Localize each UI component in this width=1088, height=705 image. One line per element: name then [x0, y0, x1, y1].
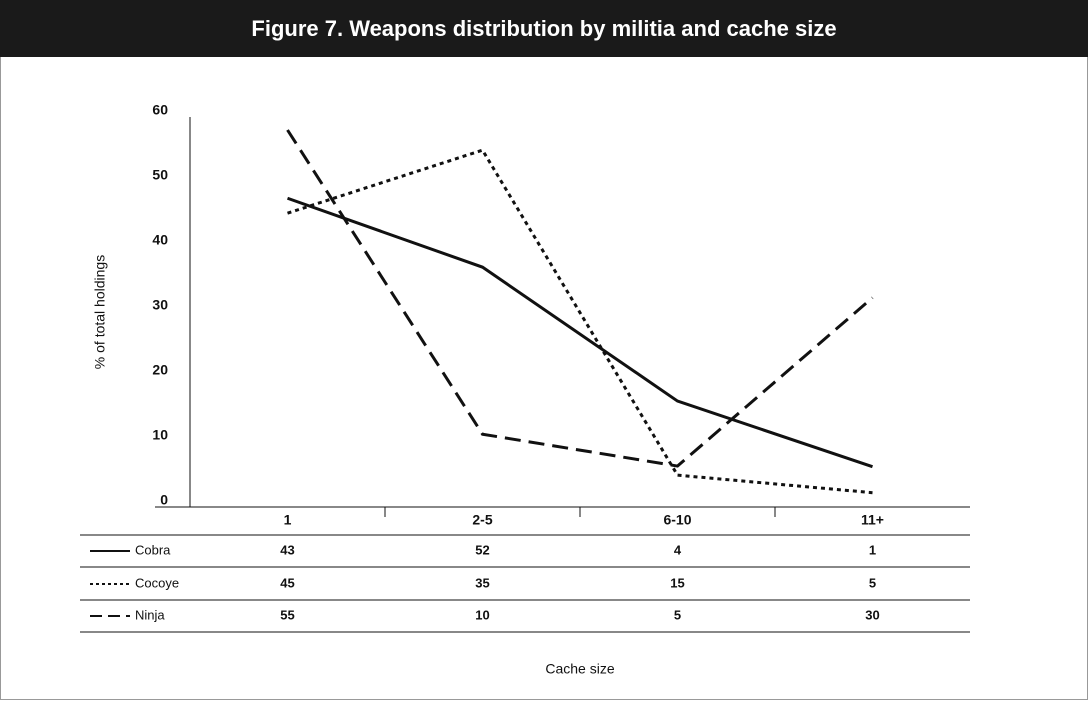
x-axis-label: Cache size: [545, 661, 614, 677]
y-tick-label: 40: [152, 232, 168, 248]
table-cell: 1: [869, 542, 876, 557]
y-tick-label: 60: [152, 102, 168, 118]
table-cell: 30: [865, 607, 879, 622]
y-tick-label: 50: [152, 167, 168, 183]
title-bar: [0, 0, 1088, 57]
y-tick-label: 0: [160, 492, 168, 508]
x-tick-label: 6-10: [663, 512, 691, 528]
x-tick-label: 1: [284, 512, 292, 528]
table-cell: 10: [475, 607, 489, 622]
y-tick-label: 10: [152, 427, 168, 443]
chart-title: Figure 7. Weapons distribution by militi…: [251, 16, 836, 41]
y-tick-label: 20: [152, 362, 168, 378]
table-cell: 43: [280, 542, 294, 557]
legend-label: Cobra: [135, 542, 171, 557]
line-series: [287, 148, 873, 495]
table-cell: 45: [280, 575, 294, 590]
legend-label: Cocoye: [135, 575, 179, 590]
y-tick-label: 30: [152, 297, 168, 313]
table-cell: 55: [280, 607, 294, 622]
y-axis-label: % of total holdings: [92, 255, 108, 369]
table-cell: 15: [670, 575, 684, 590]
table-cell: 5: [674, 607, 681, 622]
table-cell: 5: [869, 575, 876, 590]
table-cell: 52: [475, 542, 489, 557]
x-tick-label: 2-5: [472, 512, 492, 528]
table-cell: 4: [674, 542, 682, 557]
x-tick-label: 11+: [861, 512, 884, 528]
legend-label: Ninja: [135, 607, 165, 622]
line-series: [286, 129, 874, 468]
table-cell: 35: [475, 575, 489, 590]
line-series: [287, 196, 873, 469]
